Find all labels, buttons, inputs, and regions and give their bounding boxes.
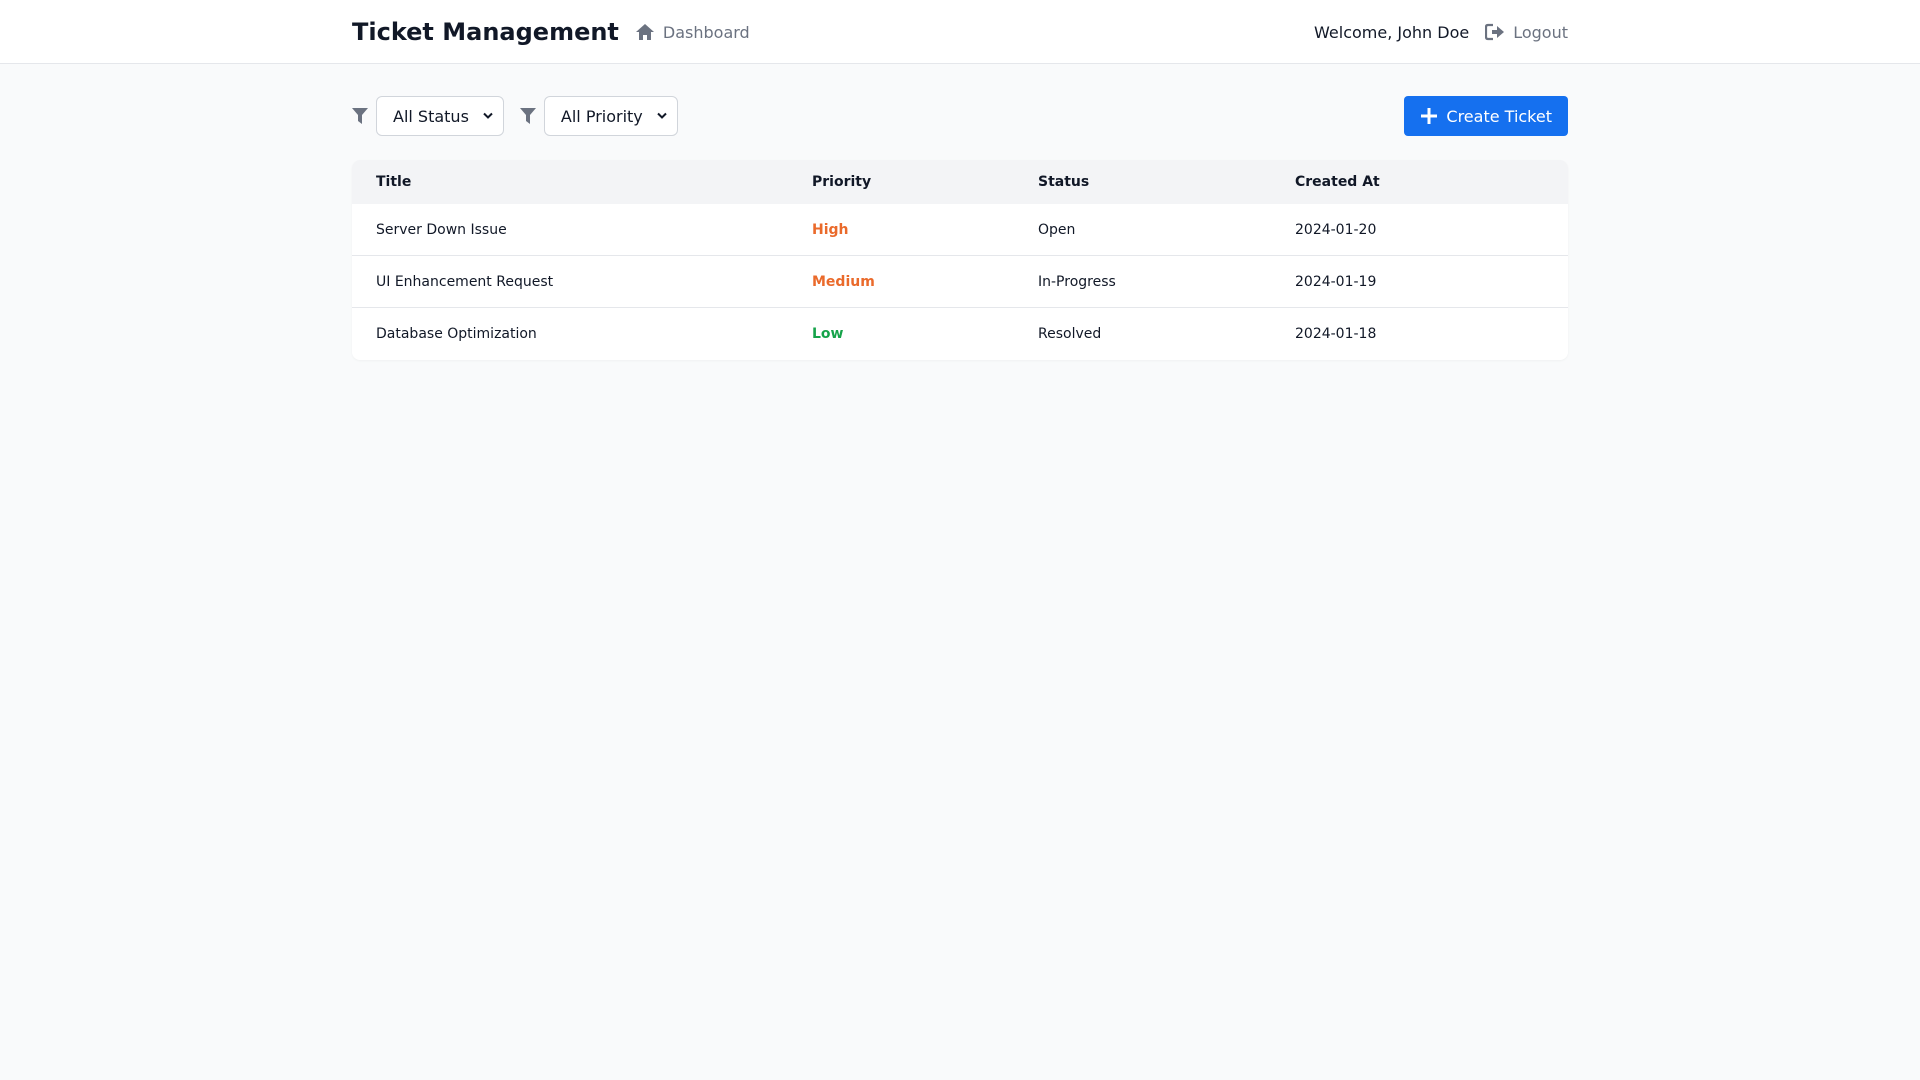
brand-group: Ticket Management Dashboard xyxy=(352,18,750,46)
ticket-created-at: 2024-01-19 xyxy=(1295,273,1377,290)
welcome-text: Welcome, John Doe xyxy=(1314,22,1470,42)
status-filter-select[interactable]: All Status xyxy=(376,96,504,136)
ticket-priority: Medium xyxy=(812,273,875,290)
table-row[interactable]: Database Optimization Low Resolved 2024-… xyxy=(352,308,1568,360)
dashboard-link-label: Dashboard xyxy=(662,22,750,42)
navbar-inner: Ticket Management Dashboard Welcome, Joh… xyxy=(352,0,1568,64)
create-ticket-label: Create Ticket xyxy=(1446,106,1552,126)
chevron-down-icon xyxy=(657,112,667,120)
dashboard-link[interactable]: Dashboard xyxy=(635,23,750,42)
priority-filter-value: All Priority xyxy=(560,106,643,126)
ticket-title: Server Down Issue xyxy=(376,221,507,238)
table-row[interactable]: UI Enhancement Request Medium In-Progres… xyxy=(352,256,1568,308)
column-header-priority[interactable]: Priority xyxy=(812,174,872,190)
column-header-title[interactable]: Title xyxy=(376,174,412,190)
priority-filter-select[interactable]: All Priority xyxy=(543,96,678,136)
ticket-status: In-Progress xyxy=(1038,273,1116,290)
filters: All Status All Priority xyxy=(352,96,694,136)
ticket-created-at: 2024-01-18 xyxy=(1295,326,1377,342)
toolbar: All Status All Priority Create Ticket xyxy=(352,96,1568,136)
home-icon xyxy=(635,24,654,40)
tickets-table: Title Priority Status Created At Server … xyxy=(352,160,1568,360)
sign-out-icon xyxy=(1485,23,1505,41)
ticket-title: UI Enhancement Request xyxy=(376,273,554,290)
column-header-status[interactable]: Status xyxy=(1038,174,1090,190)
create-ticket-button[interactable]: Create Ticket xyxy=(1404,96,1568,136)
ticket-status: Resolved xyxy=(1038,326,1102,342)
logout-label: Logout xyxy=(1513,22,1568,42)
app-title: Ticket Management xyxy=(352,18,619,46)
chevron-down-icon xyxy=(483,112,493,120)
status-filter-value: All Status xyxy=(393,106,469,126)
ticket-priority: High xyxy=(812,221,849,238)
ticket-created-at: 2024-01-20 xyxy=(1295,221,1377,238)
top-navbar: Ticket Management Dashboard Welcome, Joh… xyxy=(0,0,1920,64)
column-header-created-at[interactable]: Created At xyxy=(1295,174,1380,190)
status-filter-icon xyxy=(352,107,368,125)
priority-filter-icon xyxy=(519,107,536,125)
logout-link[interactable]: Logout xyxy=(1485,23,1568,42)
table-header: Title Priority Status Created At xyxy=(352,160,1568,204)
ticket-title: Database Optimization xyxy=(376,326,537,342)
ticket-status: Open xyxy=(1038,221,1076,238)
user-group: Welcome, John Doe Logout xyxy=(1314,23,1568,42)
ticket-priority: Low xyxy=(812,326,844,342)
plus-icon xyxy=(1421,108,1438,124)
table-row[interactable]: Server Down Issue High Open 2024-01-20 xyxy=(352,204,1568,256)
